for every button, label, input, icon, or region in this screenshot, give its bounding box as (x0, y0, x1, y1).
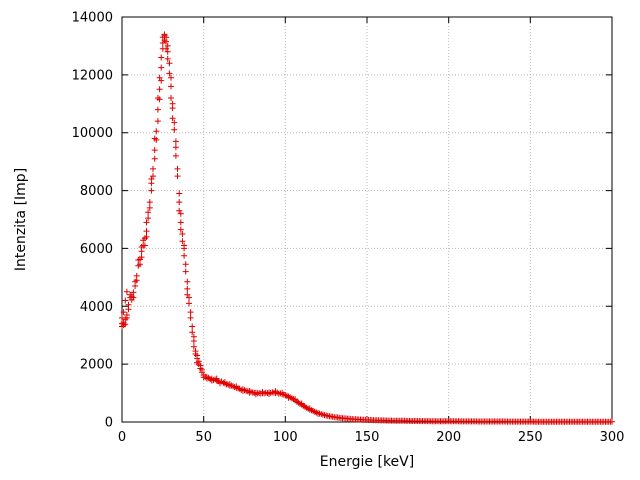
y-tick-label: 6000 (80, 242, 113, 257)
x-axis-title: Energie [keV] (320, 454, 414, 470)
y-tick-label: 4000 (80, 300, 113, 315)
y-tick-label: 12000 (72, 68, 113, 83)
y-tick-label: 8000 (80, 184, 113, 199)
x-tick-label: 200 (436, 430, 461, 445)
y-tick-label: 14000 (72, 11, 113, 26)
x-tick-label: 0 (118, 430, 126, 445)
data-points (119, 31, 615, 425)
y-tick-label: 0 (105, 416, 113, 431)
gridlines (121, 16, 613, 423)
y-axis-title: Intenzita [Imp] (13, 168, 29, 271)
x-tick-label: 50 (195, 430, 212, 445)
x-tick-label: 150 (355, 430, 380, 445)
x-tick-label: 250 (518, 430, 543, 445)
tick-labels: 0 50 100 150 200 250 300 0 2000 4000 6000 8000 10000… (72, 11, 625, 446)
x-tick-label: 300 (600, 430, 625, 445)
y-tick-label: 10000 (72, 126, 113, 141)
x-tick-label: 100 (273, 430, 298, 445)
y-tick-label: 2000 (80, 358, 113, 373)
